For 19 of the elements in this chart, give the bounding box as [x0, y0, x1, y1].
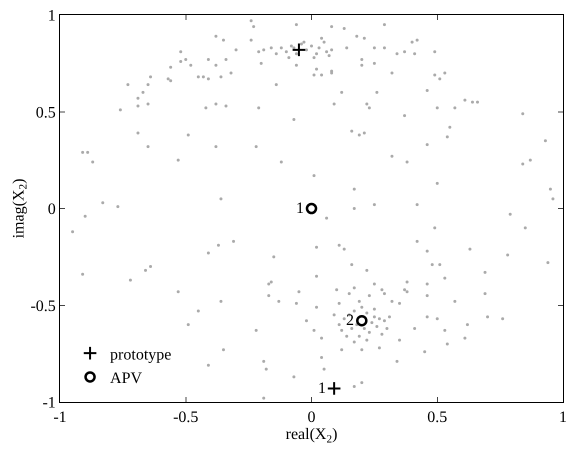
y-tick-label: 0 [48, 201, 56, 218]
point [326, 381, 342, 396]
x-tick-label: 0.5 [427, 409, 448, 426]
annotation: 1 [296, 200, 304, 217]
point [292, 42, 306, 58]
y-tick-label: 0.5 [36, 104, 56, 122]
legend-label: APV [110, 370, 143, 388]
annotation: 1 [318, 380, 326, 397]
x-tick-label: 1 [559, 409, 567, 426]
point [356, 314, 368, 326]
x-tick-label: 0 [308, 409, 316, 426]
x-axis-title: real(X$_{2}$) [286, 426, 338, 446]
y-tick-label: -1 [42, 394, 56, 412]
point [306, 202, 318, 214]
annotation: 2 [346, 312, 354, 329]
y-tick-label: 1 [48, 8, 56, 25]
x-tick-label: -0.5 [173, 409, 198, 426]
legend-label: prototype [110, 346, 172, 364]
y-tick-label: -0.5 [30, 298, 56, 315]
